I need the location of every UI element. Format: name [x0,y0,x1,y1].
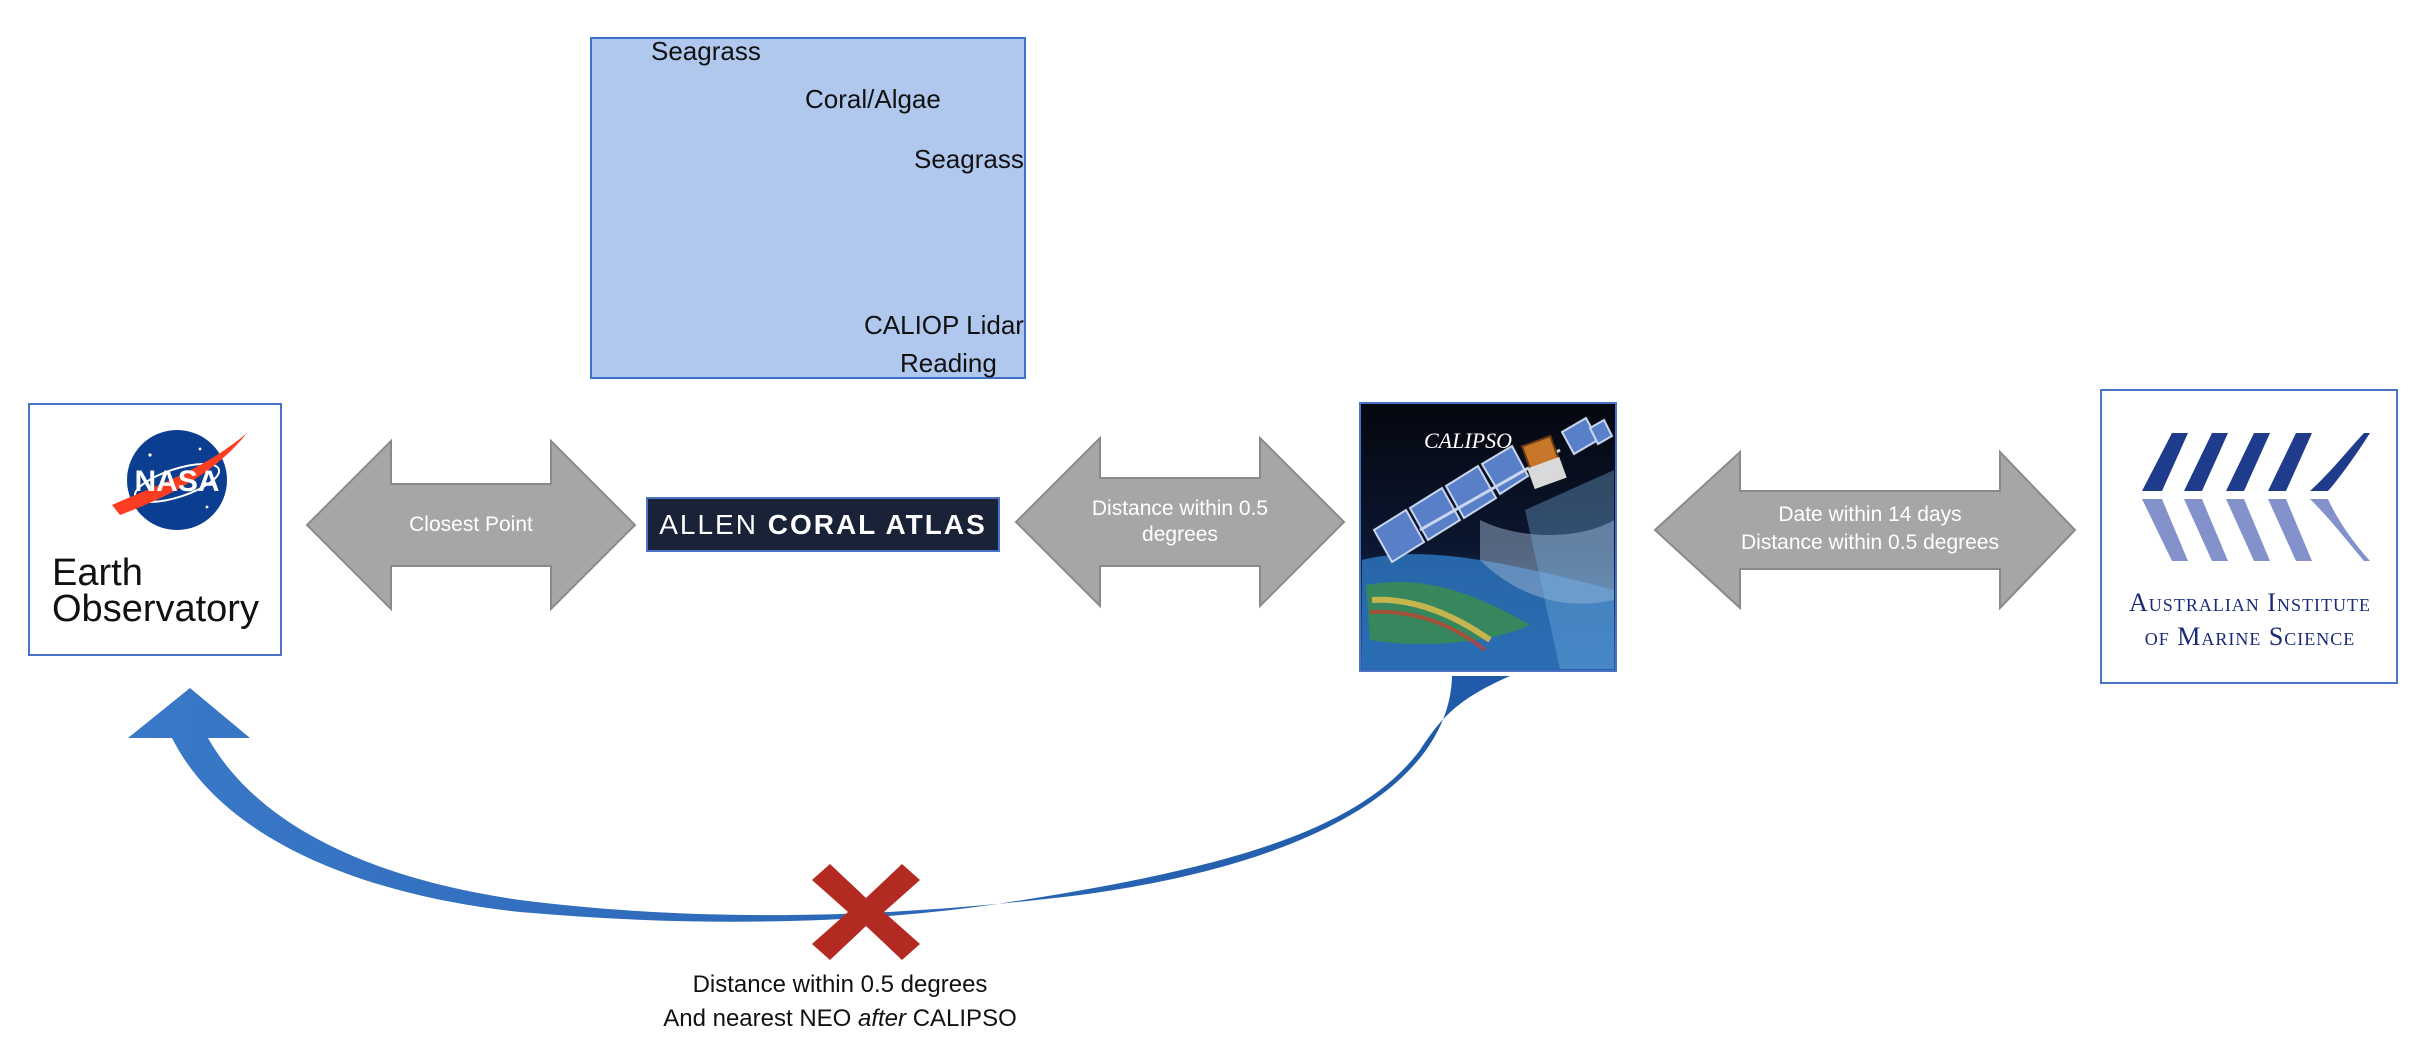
nasa-logo-text: NASA [134,465,219,498]
neo-title-line2: Observatory [52,588,259,630]
coral-algae-label: Coral/Algae [805,84,941,114]
neo-box: NASA Earth Observatory [28,403,282,656]
seagrass-top-label: Seagrass [651,36,761,66]
aims-box: Australian Institute of Marine Science [2100,389,2398,684]
bottom-caption-line1: Distance within 0.5 degrees [692,971,988,998]
caliop-label-line2: Reading [900,348,997,378]
bottom-caption-line2: And nearest NEO after CALIPSO [560,1002,1120,1036]
aims-name-line2: of Marine Science [2144,622,2356,651]
closest-point-arrow [305,438,637,612]
caption-after: after [858,1005,907,1032]
cross-icon [812,864,920,960]
distance-label-line2: degrees [1142,523,1218,546]
distance-arrow [1014,435,1346,609]
allen-word: ALLEN [659,508,758,540]
aims-logo-icon [2142,433,2370,561]
coral-atlas-word: CORAL ATLAS [767,508,987,540]
caption-suffix: CALIPSO [906,1005,1017,1032]
aims-name-line1: Australian Institute [2129,588,2371,617]
neo-title-line1: Earth [52,552,143,594]
calipso-label: CALIPSO [1424,428,1512,453]
closest-point-label: Closest Point [409,513,533,536]
nasa-logo-icon: NASA [112,430,247,530]
inset-map [590,37,1026,379]
aims-arrow-label-line1: Date within 14 days [1778,503,1962,526]
aims-arrow-label-line2: Distance within 0.5 degrees [1741,531,1999,554]
caption-prefix: And nearest NEO [663,1005,858,1032]
distance-label-line1: Distance within 0.5 [1091,497,1269,520]
date-distance-arrow [1653,449,2077,611]
allen-coral-atlas-logo: ALLEN CORAL ATLAS [646,497,1000,552]
calipso-satellite-image [1359,402,1617,672]
caliop-label-line1: CALIOP Lidar [864,310,1024,340]
seagrass-right-label: Seagrass [914,144,1024,174]
